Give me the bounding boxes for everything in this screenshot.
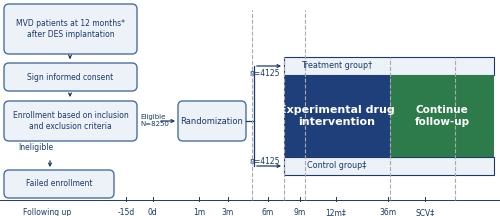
Text: Sign informed consent: Sign informed consent	[28, 73, 114, 81]
Text: Eligible
N=8250: Eligible N=8250	[140, 113, 169, 127]
Bar	[390, 75, 494, 157]
Text: Enrollment based on inclusion
and exclusion criteria: Enrollment based on inclusion and exclus…	[12, 111, 128, 131]
Text: Treatment group†: Treatment group†	[302, 62, 372, 70]
FancyBboxPatch shape	[4, 63, 137, 91]
Text: MVD patients at 12 months*
after DES implantation: MVD patients at 12 months* after DES imp…	[16, 19, 125, 39]
FancyBboxPatch shape	[4, 170, 114, 198]
Text: Continue
follow-up: Continue follow-up	[414, 105, 470, 127]
Text: 0d: 0d	[148, 208, 158, 216]
Text: Following up: Following up	[24, 208, 72, 216]
Text: 3m: 3m	[222, 208, 234, 216]
Text: Experimental drug
intervention: Experimental drug intervention	[279, 105, 395, 127]
Text: SCV‡: SCV‡	[416, 208, 434, 216]
Text: 12m‡: 12m‡	[326, 208, 346, 216]
Text: n=4125: n=4125	[249, 68, 280, 78]
Text: 9m: 9m	[294, 208, 306, 216]
Text: Randomization: Randomization	[180, 116, 244, 125]
Text: 6m: 6m	[262, 208, 274, 216]
Text: -15d: -15d	[118, 208, 134, 216]
FancyBboxPatch shape	[4, 101, 137, 141]
Text: n=4125: n=4125	[249, 157, 280, 167]
FancyBboxPatch shape	[4, 4, 137, 54]
Bar	[284, 75, 390, 157]
Bar	[284, 157, 494, 175]
Text: Ineligible: Ineligible	[18, 143, 53, 152]
Text: 1m: 1m	[193, 208, 205, 216]
Text: Failed enrollment: Failed enrollment	[26, 179, 92, 189]
Bar	[284, 57, 494, 75]
Text: 36m: 36m	[379, 208, 396, 216]
FancyBboxPatch shape	[178, 101, 246, 141]
Text: Control group‡: Control group‡	[308, 162, 366, 170]
